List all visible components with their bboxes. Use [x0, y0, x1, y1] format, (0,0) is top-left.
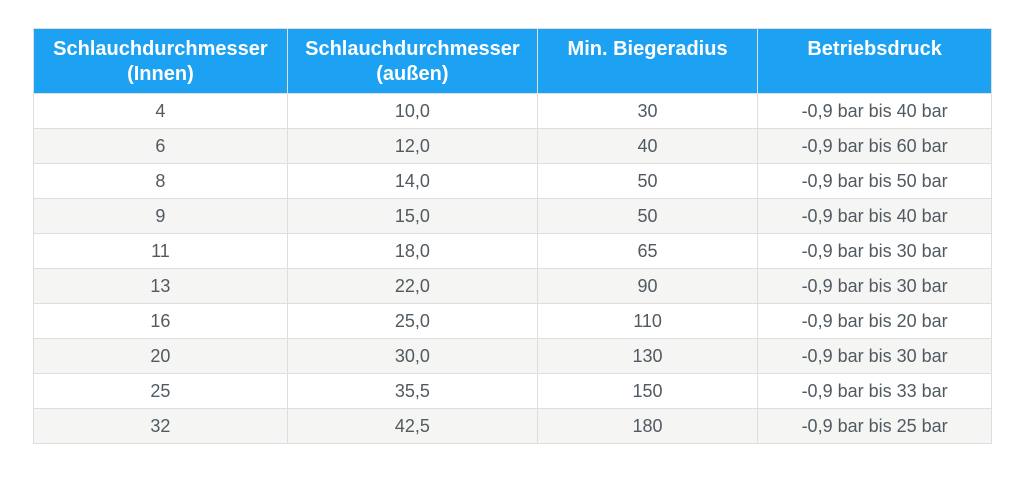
table-cell: 25 — [33, 373, 288, 409]
table-row: 32 42,5 180 -0,9 bar bis 25 bar — [33, 408, 992, 444]
table-cell: -0,9 bar bis 40 bar — [757, 198, 992, 234]
table-cell: -0,9 bar bis 30 bar — [757, 338, 992, 374]
table-row: 6 12,0 40 -0,9 bar bis 60 bar — [33, 128, 992, 164]
table-cell: 18,0 — [286, 233, 538, 269]
table-row: 8 14,0 50 -0,9 bar bis 50 bar — [33, 163, 992, 199]
table-cell: 13 — [33, 268, 288, 304]
table-cell: 30,0 — [286, 338, 538, 374]
table-cell: 110 — [536, 303, 759, 339]
table-cell: 6 — [33, 128, 288, 164]
table-cell: 50 — [536, 198, 759, 234]
table-cell: -0,9 bar bis 33 bar — [757, 373, 992, 409]
table-cell: 25,0 — [286, 303, 538, 339]
table-row: 9 15,0 50 -0,9 bar bis 40 bar — [33, 198, 992, 234]
table-cell: 11 — [33, 233, 288, 269]
table-row: 16 25,0 110 -0,9 bar bis 20 bar — [33, 303, 992, 339]
table-cell: 22,0 — [286, 268, 538, 304]
table-cell: -0,9 bar bis 40 bar — [757, 93, 992, 129]
hose-spec-table: Schlauchdurchmesser (Innen) Schlauchdurc… — [33, 28, 992, 444]
table-cell: 16 — [33, 303, 288, 339]
table-cell: 150 — [536, 373, 759, 409]
table-cell: 9 — [33, 198, 288, 234]
table-cell: 90 — [536, 268, 759, 304]
table-row: 13 22,0 90 -0,9 bar bis 30 bar — [33, 268, 992, 304]
table-cell: 10,0 — [286, 93, 538, 129]
table-cell: -0,9 bar bis 25 bar — [757, 408, 992, 444]
table-cell: -0,9 bar bis 60 bar — [757, 128, 992, 164]
table-cell: 30 — [536, 93, 759, 129]
table-row: 4 10,0 30 -0,9 bar bis 40 bar — [33, 93, 992, 129]
column-header-durchmesser-innen: Schlauchdurchmesser (Innen) — [33, 28, 288, 94]
table-cell: 35,5 — [286, 373, 538, 409]
table-cell: 4 — [33, 93, 288, 129]
table-cell: 20 — [33, 338, 288, 374]
column-header-min-biegeradius: Min. Biegeradius — [536, 28, 759, 94]
table-cell: 130 — [536, 338, 759, 374]
table-cell: -0,9 bar bis 30 bar — [757, 268, 992, 304]
column-header-durchmesser-aussen: Schlauchdurchmesser (außen) — [286, 28, 538, 94]
table-body: 4 10,0 30 -0,9 bar bis 40 bar 6 12,0 40 -0,9 ba… — [33, 93, 992, 444]
table-cell: 15,0 — [286, 198, 538, 234]
table-cell: 14,0 — [286, 163, 538, 199]
table-cell: -0,9 bar bis 50 bar — [757, 163, 992, 199]
table-cell: 8 — [33, 163, 288, 199]
table-cell: 65 — [536, 233, 759, 269]
table-cell: 50 — [536, 163, 759, 199]
table-row: 25 35,5 150 -0,9 bar bis 33 bar — [33, 373, 992, 409]
column-header-betriebsdruck: Betriebsdruck — [757, 28, 992, 94]
table-cell: 32 — [33, 408, 288, 444]
table-cell: -0,9 bar bis 30 bar — [757, 233, 992, 269]
header-row: Schlauchdurchmesser (Innen) Schlauchdurc… — [33, 28, 992, 94]
table-row: 11 18,0 65 -0,9 bar bis 30 bar — [33, 233, 992, 269]
table-cell: -0,9 bar bis 20 bar — [757, 303, 992, 339]
table-cell: 40 — [536, 128, 759, 164]
table-cell: 180 — [536, 408, 759, 444]
table-row: 20 30,0 130 -0,9 bar bis 30 bar — [33, 338, 992, 374]
table-cell: 42,5 — [286, 408, 538, 444]
table-cell: 12,0 — [286, 128, 538, 164]
table-header: Schlauchdurchmesser (Innen) Schlauchdurc… — [33, 28, 992, 94]
